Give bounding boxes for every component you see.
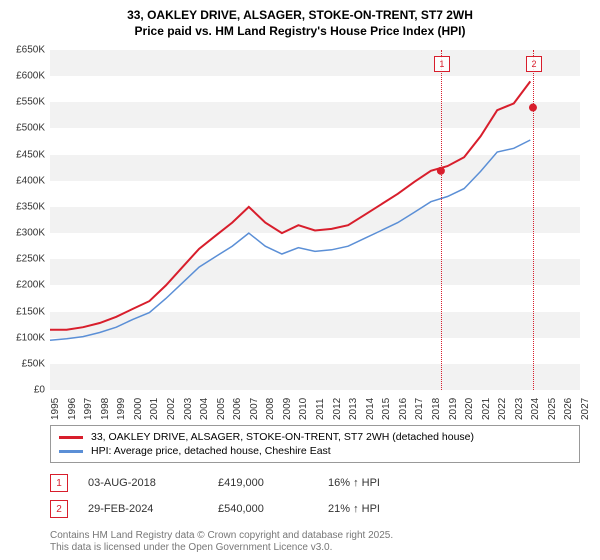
y-axis-label: £150K bbox=[5, 306, 45, 317]
x-axis-label: 2008 bbox=[265, 398, 276, 420]
y-axis-label: £550K bbox=[5, 97, 45, 108]
x-axis-label: 2017 bbox=[414, 398, 425, 420]
x-axis-label: 2027 bbox=[580, 398, 591, 420]
date-0: 03-AUG-2018 bbox=[88, 477, 218, 489]
legend: 33, OAKLEY DRIVE, ALSAGER, STOKE-ON-TREN… bbox=[50, 425, 580, 463]
x-axis-label: 2016 bbox=[398, 398, 409, 420]
x-axis-label: 2025 bbox=[547, 398, 558, 420]
x-axis-label: 2001 bbox=[149, 398, 160, 420]
y-axis-label: £300K bbox=[5, 228, 45, 239]
x-axis-label: 2002 bbox=[166, 398, 177, 420]
price-1: £540,000 bbox=[218, 503, 328, 515]
x-axis-label: 1997 bbox=[83, 398, 94, 420]
title-line-2: Price paid vs. HM Land Registry's House … bbox=[0, 24, 600, 40]
y-axis-label: £650K bbox=[5, 45, 45, 56]
y-axis-label: £500K bbox=[5, 123, 45, 134]
y-axis-label: £0 bbox=[5, 385, 45, 396]
y-axis-label: £200K bbox=[5, 280, 45, 291]
legend-item-1: HPI: Average price, detached house, Ches… bbox=[59, 444, 571, 458]
chart-container: 33, OAKLEY DRIVE, ALSAGER, STOKE-ON-TREN… bbox=[0, 0, 600, 560]
price-0: £419,000 bbox=[218, 477, 328, 489]
x-axis-label: 2023 bbox=[514, 398, 525, 420]
footer-line-1: Contains HM Land Registry data © Crown c… bbox=[50, 530, 393, 542]
y-axis-label: £450K bbox=[5, 149, 45, 160]
footer-line-2: This data is licensed under the Open Gov… bbox=[50, 542, 393, 554]
chart-svg bbox=[50, 50, 580, 390]
marker-1: 1 bbox=[50, 474, 68, 492]
data-row-1: 2 29-FEB-2024 £540,000 21% ↑ HPI bbox=[50, 496, 380, 522]
annotation-marker-1: 1 bbox=[434, 56, 450, 72]
x-axis-label: 2003 bbox=[183, 398, 194, 420]
legend-item-0: 33, OAKLEY DRIVE, ALSAGER, STOKE-ON-TREN… bbox=[59, 430, 571, 444]
y-axis-label: £400K bbox=[5, 175, 45, 186]
x-axis-label: 2019 bbox=[448, 398, 459, 420]
y-axis-label: £50K bbox=[5, 358, 45, 369]
x-axis-label: 2007 bbox=[249, 398, 260, 420]
y-axis-label: £350K bbox=[5, 201, 45, 212]
x-axis-label: 2024 bbox=[530, 398, 541, 420]
x-axis-label: 2009 bbox=[282, 398, 293, 420]
legend-label-0: 33, OAKLEY DRIVE, ALSAGER, STOKE-ON-TREN… bbox=[91, 431, 474, 443]
title-line-1: 33, OAKLEY DRIVE, ALSAGER, STOKE-ON-TREN… bbox=[0, 8, 600, 24]
x-axis-label: 2006 bbox=[232, 398, 243, 420]
x-axis-label: 1998 bbox=[100, 398, 111, 420]
x-axis-label: 1995 bbox=[50, 398, 61, 420]
date-1: 29-FEB-2024 bbox=[88, 503, 218, 515]
footer-attribution: Contains HM Land Registry data © Crown c… bbox=[50, 530, 393, 554]
x-axis-label: 2005 bbox=[216, 398, 227, 420]
x-axis-label: 2004 bbox=[199, 398, 210, 420]
x-axis-label: 1996 bbox=[67, 398, 78, 420]
y-axis-label: £100K bbox=[5, 332, 45, 343]
marker-2: 2 bbox=[50, 500, 68, 518]
x-axis-label: 2012 bbox=[332, 398, 343, 420]
data-row-0: 1 03-AUG-2018 £419,000 16% ↑ HPI bbox=[50, 470, 380, 496]
annotation-marker-2: 2 bbox=[526, 56, 542, 72]
legend-label-1: HPI: Average price, detached house, Ches… bbox=[91, 445, 331, 457]
legend-swatch-0 bbox=[59, 436, 83, 439]
x-axis-label: 2010 bbox=[298, 398, 309, 420]
x-axis-label: 2026 bbox=[563, 398, 574, 420]
x-axis-label: 2011 bbox=[315, 398, 326, 420]
x-axis-label: 2013 bbox=[348, 398, 359, 420]
y-axis-label: £250K bbox=[5, 254, 45, 265]
x-axis-label: 2021 bbox=[481, 398, 492, 420]
x-axis-label: 2018 bbox=[431, 398, 442, 420]
pct-0: 16% ↑ HPI bbox=[328, 477, 380, 489]
x-axis-label: 2014 bbox=[365, 398, 376, 420]
x-axis-label: 2015 bbox=[381, 398, 392, 420]
plot-area: £0£50K£100K£150K£200K£250K£300K£350K£400… bbox=[50, 50, 580, 390]
x-axis-label: 2000 bbox=[133, 398, 144, 420]
x-axis-label: 2022 bbox=[497, 398, 508, 420]
x-axis-label: 1999 bbox=[116, 398, 127, 420]
legend-swatch-1 bbox=[59, 450, 83, 453]
pct-1: 21% ↑ HPI bbox=[328, 503, 380, 515]
chart-title: 33, OAKLEY DRIVE, ALSAGER, STOKE-ON-TREN… bbox=[0, 0, 600, 43]
x-axis-label: 2020 bbox=[464, 398, 475, 420]
y-axis-label: £600K bbox=[5, 71, 45, 82]
data-table: 1 03-AUG-2018 £419,000 16% ↑ HPI 2 29-FE… bbox=[50, 470, 380, 522]
